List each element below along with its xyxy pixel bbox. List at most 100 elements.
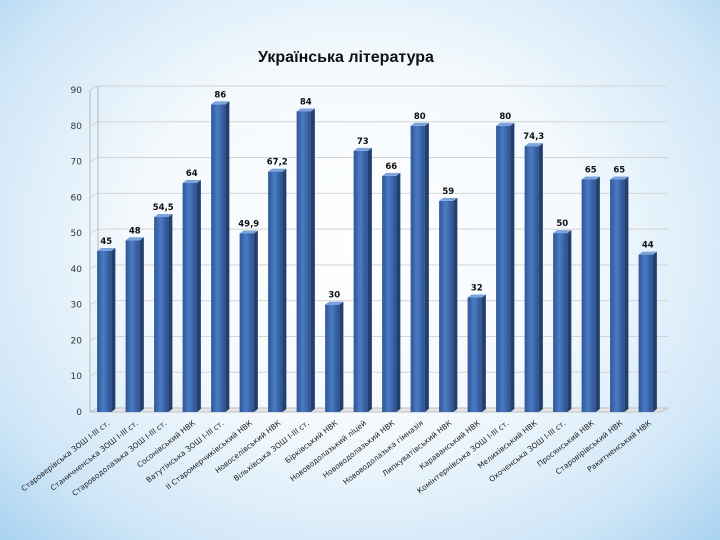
bar-front <box>382 175 397 412</box>
gridline-depth <box>89 300 99 306</box>
bar-side <box>453 197 458 412</box>
bar-top <box>182 180 201 184</box>
bar-side <box>424 122 429 413</box>
bar-value-label: 73 <box>357 137 369 147</box>
bar-value-label: 66 <box>385 162 397 172</box>
bar-value-label: 44 <box>642 241 654 251</box>
category-labels: Староверівська ЗОШ І-ІІІ ст.Станичненськ… <box>19 418 653 498</box>
gridline-depth <box>89 121 99 127</box>
bar-top <box>553 230 572 234</box>
bar-side <box>396 172 401 412</box>
bar-front <box>439 200 454 412</box>
bar <box>581 176 600 412</box>
bar <box>382 172 401 412</box>
bar-top <box>524 143 543 147</box>
bar-front <box>410 125 425 413</box>
bar-side <box>481 294 486 412</box>
bar-side <box>225 101 230 413</box>
bar-front <box>496 125 511 413</box>
bar-value-label: 32 <box>471 284 483 294</box>
y-tick-label: 0 <box>76 408 82 418</box>
bar-front <box>182 183 197 412</box>
bar-front <box>467 297 482 412</box>
bar-front <box>610 179 625 412</box>
gridline-depth <box>89 264 99 270</box>
bar <box>125 237 144 412</box>
bar-value-label: 48 <box>129 226 141 236</box>
bar-top <box>211 101 230 105</box>
bar-top <box>439 197 458 201</box>
gridline-depth <box>89 371 99 377</box>
bar-value-label: 64 <box>186 169 198 179</box>
bar-value-label: 54,5 <box>153 203 174 213</box>
bar-front <box>524 146 539 412</box>
bar <box>325 301 344 412</box>
bar-top <box>382 172 401 176</box>
bar-front <box>97 251 112 412</box>
bar-side <box>624 176 629 412</box>
bar <box>524 143 543 412</box>
bar <box>296 108 315 412</box>
bar-side <box>253 230 258 412</box>
floor <box>89 407 669 413</box>
bar <box>211 101 230 413</box>
bar <box>268 168 287 412</box>
bar-side <box>282 168 287 412</box>
bar-top <box>638 251 657 255</box>
gridline-depth <box>89 192 99 198</box>
bar-value-label: 86 <box>214 90 226 100</box>
bar-side <box>339 301 344 412</box>
bar-front <box>239 233 254 412</box>
bar <box>154 214 173 412</box>
bar-side <box>168 214 173 412</box>
bar-side <box>652 251 657 412</box>
bar-value-label: 80 <box>499 112 511 122</box>
bar-side <box>538 143 543 412</box>
bar-value-label: 45 <box>100 237 112 247</box>
bar <box>496 122 515 413</box>
bar-top <box>154 214 173 218</box>
y-tick-label: 10 <box>71 372 83 382</box>
y-tick-label: 90 <box>71 86 83 96</box>
bar-front <box>296 111 311 412</box>
y-tick-label: 60 <box>71 193 83 203</box>
gridline-depth <box>89 335 99 341</box>
bar-front <box>325 304 340 412</box>
bar-top <box>268 168 287 172</box>
bar-side <box>196 180 201 412</box>
bar-value-label: 80 <box>414 112 426 122</box>
gridlines <box>89 85 668 413</box>
bar-front <box>211 104 226 413</box>
bar-top <box>581 176 600 180</box>
bar <box>553 230 572 412</box>
bar <box>439 197 458 412</box>
y-tick-label: 30 <box>71 301 83 311</box>
bar-top <box>125 237 144 241</box>
bar-top <box>325 301 344 305</box>
bar-top <box>239 230 258 234</box>
bars <box>97 101 657 413</box>
bar <box>410 122 429 413</box>
bar-side <box>111 248 116 412</box>
bar-side <box>567 230 572 412</box>
bar-top <box>296 108 315 112</box>
bar-top <box>467 294 486 298</box>
bar-side <box>310 108 315 412</box>
bar <box>182 180 201 412</box>
bar-value-label: 30 <box>328 291 340 301</box>
bar-front <box>638 254 653 412</box>
bar-value-label: 74,3 <box>523 132 544 142</box>
bar-front <box>353 150 368 413</box>
bar <box>467 294 486 412</box>
gridline-depth <box>89 85 99 91</box>
bar-value-label: 67,2 <box>267 158 288 168</box>
chart-title: Українська література <box>258 49 434 66</box>
bar-top <box>97 248 116 251</box>
bar-top <box>496 122 515 126</box>
bar-side <box>510 122 515 413</box>
y-tick-label: 50 <box>71 229 83 239</box>
bar-front <box>268 171 283 412</box>
y-tick-label: 40 <box>71 265 83 275</box>
bar <box>638 251 657 412</box>
gridline-depth <box>89 228 99 234</box>
